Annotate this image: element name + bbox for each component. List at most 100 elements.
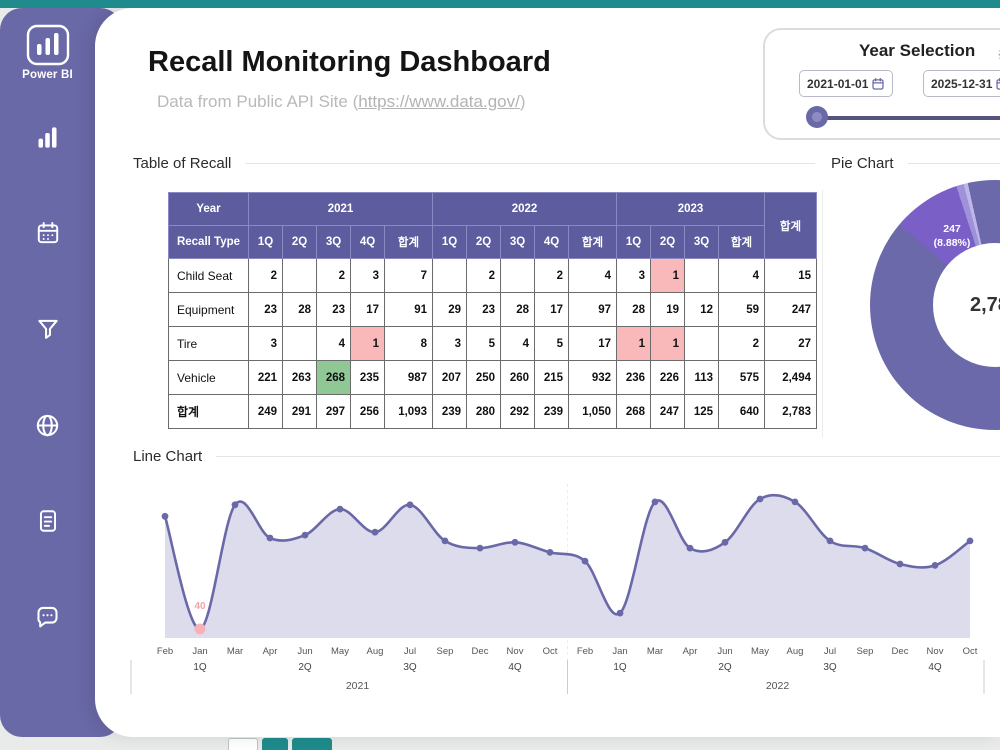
data-point[interactable] — [546, 549, 554, 556]
sidebar-item-chat[interactable] — [33, 603, 63, 631]
sheet-tab[interactable] — [262, 738, 288, 750]
data-point[interactable] — [441, 537, 449, 545]
start-date-value: 2021-01-01 — [807, 76, 869, 91]
month-label: May — [751, 646, 769, 657]
table-cell: 1 — [650, 326, 685, 361]
table-quarter-header: 3Q — [316, 225, 351, 259]
table-cell: 292 — [500, 394, 535, 429]
data-point[interactable] — [791, 498, 799, 506]
table-cell: 4 — [500, 326, 535, 361]
table-cell — [684, 258, 719, 293]
year-selection-note: ※ 시작일 기준 — [997, 46, 1000, 63]
start-date-input[interactable]: 2021-01-01 — [799, 70, 893, 97]
sidebar-item-calendar[interactable] — [33, 219, 63, 247]
table-cell: 28 — [616, 292, 651, 327]
data-point[interactable] — [826, 537, 834, 545]
data-point[interactable] — [371, 528, 379, 536]
section-divider — [907, 163, 1000, 164]
quarter-label: 3Q — [823, 662, 837, 673]
data-point[interactable] — [581, 557, 589, 565]
table-cell: 17 — [534, 292, 569, 327]
sidebar-item-charts[interactable] — [33, 123, 63, 151]
data-point[interactable] — [336, 505, 344, 513]
data-point[interactable] — [721, 538, 729, 546]
data-point[interactable] — [476, 544, 484, 552]
page-subtitle: Data from Public API Site (https://www.d… — [157, 92, 526, 112]
month-label: Jul — [824, 646, 836, 657]
table-cell: 23 — [316, 292, 351, 327]
table-cell: 28 — [500, 292, 535, 327]
sidebar-item-report[interactable] — [33, 507, 63, 535]
table-row: Child Seat 2 2 3 7 2 2 4 3 1 4 15 — [168, 258, 817, 293]
line-chart[interactable]: 40 Feb Jan Mar Apr Jun May Aug Jul Sep Dec Nov Oct Fe… — [123, 466, 998, 706]
table-cell: 1 — [650, 258, 685, 293]
quarter-label: 4Q — [928, 662, 942, 673]
year-slider-handle[interactable] — [806, 106, 828, 128]
table-quarter-header: 1Q — [432, 225, 467, 259]
data-point[interactable] — [896, 560, 904, 568]
table-quarter-header: 4Q — [534, 225, 569, 259]
data-point[interactable] — [966, 537, 974, 545]
table-row: Tire 3 4 1 8 3 5 4 5 17 1 1 2 27 — [168, 326, 817, 361]
quarter-label: 3Q — [403, 662, 417, 673]
table-cell: 2 — [466, 258, 501, 293]
month-label: Jan — [612, 646, 627, 657]
recall-table: Year 2021 2022 2023 합계 Recall Type 1Q 2Q 3Q 4Q 합계 1… — [168, 192, 817, 429]
table-cell: 4 — [568, 258, 617, 293]
table-cell: 1 — [616, 326, 651, 361]
table-section-header: Table of Recall — [133, 155, 815, 172]
table-cell: 91 — [384, 292, 433, 327]
globe-icon — [36, 414, 59, 436]
data-point[interactable] — [651, 498, 659, 506]
data-point[interactable] — [301, 531, 309, 539]
data-point[interactable] — [616, 609, 624, 617]
data-point[interactable] — [861, 544, 869, 552]
month-label: Nov — [507, 646, 524, 657]
table-row: Equipment 23 28 23 17 91 29 23 28 17 97 28 19 12 59 247 — [168, 292, 817, 327]
table-cell: 7 — [384, 258, 433, 293]
month-label: Dec — [472, 646, 489, 657]
table-cell: 268 — [616, 394, 651, 429]
row-total: 27 — [764, 326, 817, 361]
subtitle-suffix: ) — [519, 92, 526, 111]
data-point[interactable] — [231, 501, 239, 509]
sheet-tab[interactable] — [228, 738, 258, 750]
table-cell: 226 — [650, 360, 685, 395]
data-point[interactable] — [756, 495, 764, 503]
table-cell: 23 — [466, 292, 501, 327]
sidebar-item-globe[interactable] — [33, 411, 63, 439]
month-label: Feb — [577, 646, 593, 657]
table-cell: 1,093 — [384, 394, 433, 429]
table-cell: 3 — [616, 258, 651, 293]
quarter-label: 1Q — [193, 662, 207, 673]
data-point[interactable] — [266, 534, 274, 542]
table-quarter-header: 4Q — [350, 225, 385, 259]
pie-section-title: Pie Chart — [831, 155, 894, 172]
sidebar-item-filter[interactable] — [33, 315, 63, 343]
pie-chart[interactable]: 247 (8.88%) 2,783 — [870, 180, 1000, 430]
min-data-point[interactable] — [194, 623, 206, 635]
calendar-icon — [872, 77, 884, 90]
data-gov-link[interactable]: https://www.data.gov/ — [358, 92, 520, 111]
data-point[interactable] — [511, 538, 519, 546]
month-label: Oct — [963, 646, 978, 657]
table-cell: 3 — [432, 326, 467, 361]
pie-section-header: Pie Chart — [831, 155, 1000, 172]
data-point[interactable] — [931, 562, 939, 569]
year-slider-track[interactable] — [818, 116, 1000, 120]
data-point[interactable] — [161, 512, 169, 520]
year-selection-panel: Year Selection ※ 시작일 기준 2021-01-01 2025-… — [763, 28, 1000, 140]
table-cell: 4 — [316, 326, 351, 361]
month-label: Jan — [192, 646, 207, 657]
table-cell: 3 — [248, 326, 283, 361]
end-date-input[interactable]: 2025-12-31 — [923, 70, 1000, 97]
data-point[interactable] — [406, 501, 414, 509]
year-label: 2021 — [346, 680, 370, 692]
data-point[interactable] — [686, 544, 694, 552]
row-label: Child Seat — [168, 258, 249, 293]
row-total: 2,494 — [764, 360, 817, 395]
table-cell: 297 — [316, 394, 351, 429]
table-year-group-header: 2022 — [432, 192, 617, 226]
sheet-tab[interactable] — [292, 738, 332, 750]
table-section-title: Table of Recall — [133, 155, 232, 172]
